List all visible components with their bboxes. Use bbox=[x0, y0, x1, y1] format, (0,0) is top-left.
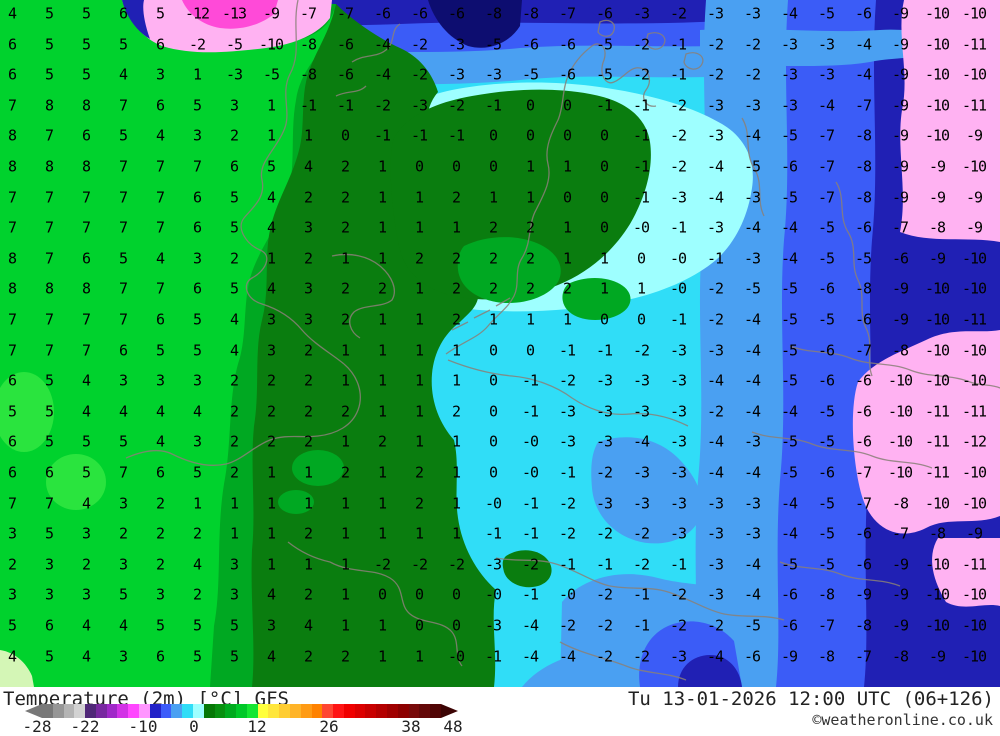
region-pink-bottom-right bbox=[932, 538, 1000, 607]
region-pink-mid-right bbox=[852, 330, 1000, 534]
colorbar-block bbox=[117, 704, 129, 718]
border-right-horizontal-2 bbox=[751, 431, 933, 469]
colorbar-block bbox=[300, 704, 312, 718]
colorbar-left-arrow bbox=[25, 704, 42, 718]
colorbar-block bbox=[192, 704, 204, 718]
border-right-vertical bbox=[835, 181, 873, 377]
coastline-islands bbox=[597, 19, 704, 70]
colorbar-block bbox=[322, 704, 334, 718]
region-pink-top-right bbox=[900, 0, 1000, 242]
colorbar-block bbox=[387, 704, 398, 718]
border-right-horizontal bbox=[789, 345, 1000, 389]
coastline-brittany bbox=[287, 541, 463, 667]
colorbar-label: 12 bbox=[247, 717, 267, 736]
colorbar-block bbox=[52, 704, 64, 718]
coastline-frisian-islands bbox=[451, 297, 511, 331]
border-bottom-center bbox=[559, 641, 687, 681]
map-regions bbox=[0, 0, 1000, 687]
region-med-patch-2 bbox=[562, 278, 631, 320]
border-france-north bbox=[495, 557, 785, 621]
region-pale-sliver bbox=[0, 650, 34, 687]
region-deep-navy-patch bbox=[428, 0, 522, 48]
coastlines bbox=[125, 0, 1000, 681]
colorbar-block bbox=[397, 704, 409, 718]
copyright-text: ©weatheronline.co.uk bbox=[812, 711, 993, 729]
colorbar-block bbox=[408, 704, 420, 718]
colorbar-block bbox=[236, 704, 247, 718]
legend-bar: Temperature (2m) [°C] GFS Tu 13-01-2026 … bbox=[0, 687, 1000, 736]
region-magenta-top-left bbox=[182, 0, 278, 29]
temperature-map: 4 5 5 6 5 -12 -13 -9 -7 -7 -6 -6 -6 -8 -8 -7 -6 -3 -2 -3 -3-… bbox=[0, 0, 1000, 687]
colorbar-block bbox=[95, 704, 107, 718]
region-med-patch-1 bbox=[457, 237, 561, 304]
colorbar-block bbox=[257, 704, 269, 718]
colorbar-label: -10 bbox=[128, 717, 158, 736]
colorbar-block bbox=[376, 704, 387, 718]
colorbar-block bbox=[160, 704, 172, 718]
colorbar-block bbox=[430, 704, 441, 718]
colorbar-block bbox=[419, 704, 431, 718]
coastline-south-britain bbox=[125, 363, 361, 466]
colorbar-block bbox=[42, 704, 53, 718]
colorbar-block bbox=[149, 704, 161, 718]
colorbar-block bbox=[74, 704, 86, 718]
colorbar bbox=[42, 704, 441, 718]
region-midblue-pocket bbox=[591, 437, 702, 544]
colorbar-label: 26 bbox=[319, 717, 339, 736]
colorbar-block bbox=[128, 704, 140, 718]
colorbar-block bbox=[203, 704, 215, 718]
region-navy-bottom-pocket bbox=[678, 655, 742, 687]
colorbar-block bbox=[365, 704, 377, 718]
colorbar-block bbox=[225, 704, 237, 718]
coastline-east-britain bbox=[240, 0, 345, 365]
region-dark-green-blob bbox=[390, 89, 651, 300]
coastline-estuary bbox=[331, 253, 395, 339]
colorbar-block bbox=[354, 704, 366, 718]
colorbar-block bbox=[279, 704, 290, 718]
colorbar-label: 38 bbox=[401, 717, 421, 736]
region-topright-midblue-tongue bbox=[700, 28, 948, 74]
colorbar-block bbox=[246, 704, 258, 718]
region-bright-green-mass bbox=[0, 0, 336, 687]
colorbar-block bbox=[333, 704, 344, 718]
colorbar-block bbox=[106, 704, 118, 718]
region-navy-top-left bbox=[122, 0, 150, 39]
region-brighter-green-2 bbox=[46, 454, 106, 510]
colorbar-block bbox=[182, 704, 193, 718]
coastline-north-fragments bbox=[335, 23, 401, 97]
border-bottom-right bbox=[779, 561, 901, 587]
colorbar-block bbox=[85, 704, 96, 718]
region-navy-top-blob bbox=[586, 0, 644, 23]
colorbar-block bbox=[289, 704, 301, 718]
region-med-patch-3 bbox=[292, 450, 344, 486]
colorbar-label: -28 bbox=[22, 717, 52, 736]
region-med-patch-4 bbox=[278, 490, 314, 514]
colorbar-block bbox=[214, 704, 226, 718]
coastline-continental bbox=[445, 43, 657, 355]
colorbar-block bbox=[139, 704, 150, 718]
colorbar-block bbox=[268, 704, 280, 718]
colorbar-right-arrow bbox=[441, 704, 458, 718]
colorbar-label: 48 bbox=[443, 717, 463, 736]
region-dark-green-mass bbox=[251, 4, 496, 687]
colorbar-block bbox=[171, 704, 183, 718]
forecast-timestamp: Tu 13-01-2026 12:00 UTC (06+126) bbox=[627, 688, 994, 710]
coastline-channel bbox=[447, 359, 689, 427]
colorbar-label: -22 bbox=[70, 717, 100, 736]
border-inner-germany bbox=[741, 117, 765, 217]
colorbar-label: 0 bbox=[189, 717, 199, 736]
colorbar-block bbox=[343, 704, 355, 718]
region-brighter-green-1 bbox=[0, 372, 54, 452]
colorbar-block bbox=[63, 704, 75, 718]
colorbar-block bbox=[311, 704, 323, 718]
